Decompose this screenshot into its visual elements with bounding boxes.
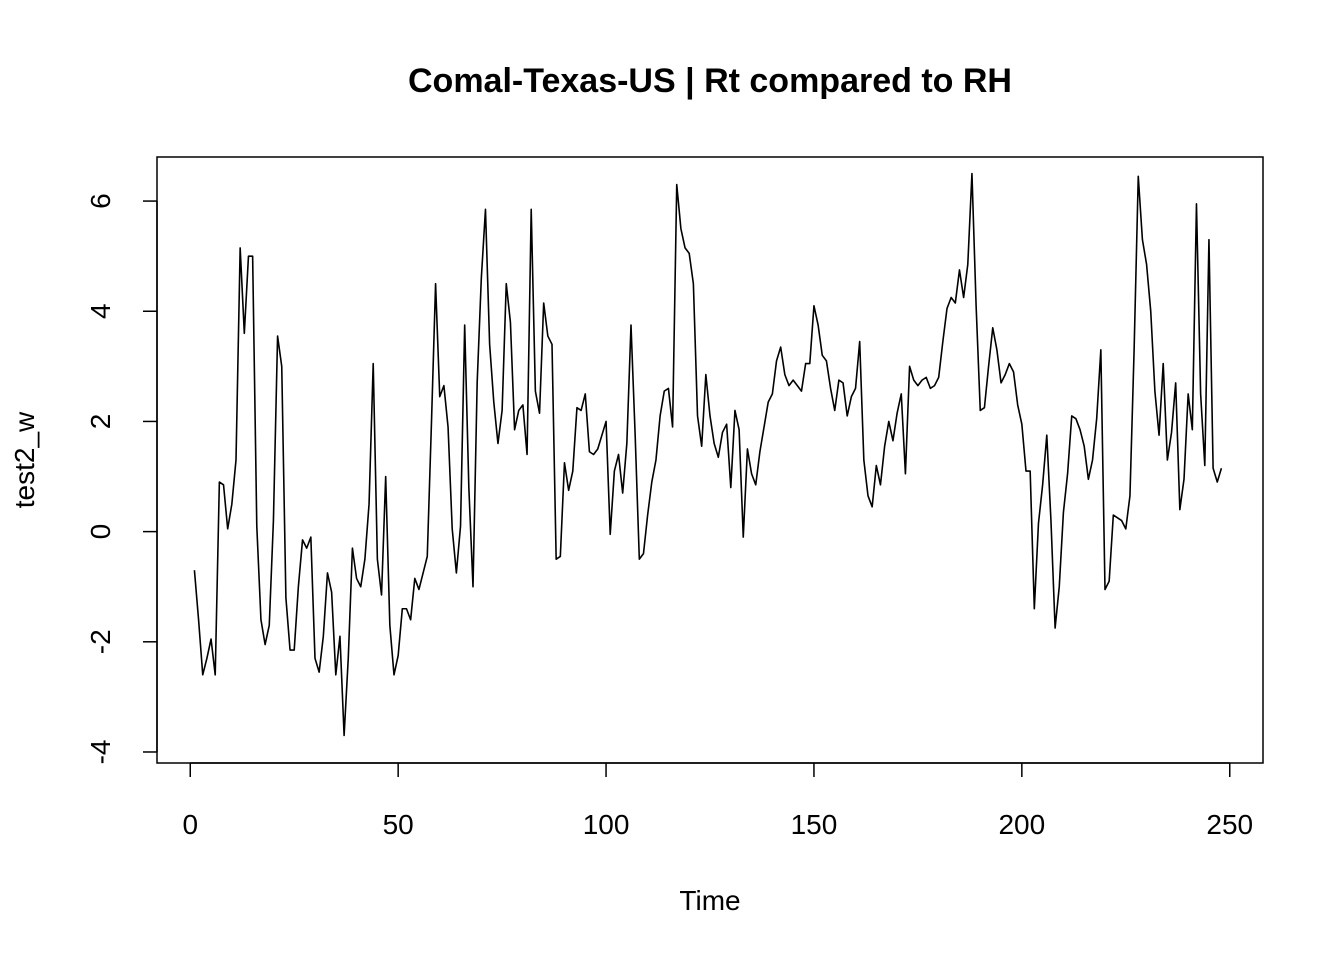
- x-tick-label: 200: [998, 809, 1045, 840]
- x-axis-label: Time: [679, 885, 740, 916]
- x-axis: 0 50 100 150 200 250: [182, 762, 1253, 840]
- y-tick-label: -4: [85, 740, 116, 765]
- y-tick-label: -2: [85, 629, 116, 654]
- x-tick-label: 0: [182, 809, 198, 840]
- y-tick-label: 2: [85, 414, 116, 430]
- series-line: [193, 172, 1223, 737]
- x-tick-label: 250: [1206, 809, 1253, 840]
- x-tick-label: 150: [791, 809, 838, 840]
- y-axis-label: test2_w: [9, 411, 40, 508]
- chart-title: Comal-Texas-US | Rt compared to RH: [408, 62, 1012, 100]
- plot-frame: [156, 156, 1264, 764]
- y-tick-label: 6: [85, 193, 116, 209]
- x-tick-label: 50: [383, 809, 414, 840]
- y-axis: -4 -2 0 2 4 6: [85, 193, 158, 765]
- y-tick-label: 0: [85, 524, 116, 540]
- x-tick-label: 100: [583, 809, 630, 840]
- y-tick-label: 4: [85, 303, 116, 319]
- series-group: [193, 172, 1223, 737]
